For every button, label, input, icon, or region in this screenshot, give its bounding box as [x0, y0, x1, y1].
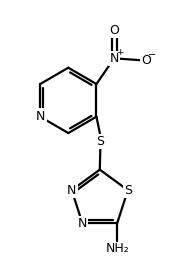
Text: S: S — [96, 135, 104, 148]
Text: N: N — [109, 52, 119, 65]
Text: O: O — [142, 54, 152, 67]
Text: N: N — [35, 110, 45, 123]
Text: +: + — [116, 48, 123, 57]
Text: NH₂: NH₂ — [105, 242, 129, 255]
Text: N: N — [78, 217, 87, 230]
Text: N: N — [67, 184, 76, 197]
Text: O: O — [109, 24, 119, 37]
Text: S: S — [124, 184, 132, 197]
Text: −: − — [148, 50, 157, 60]
